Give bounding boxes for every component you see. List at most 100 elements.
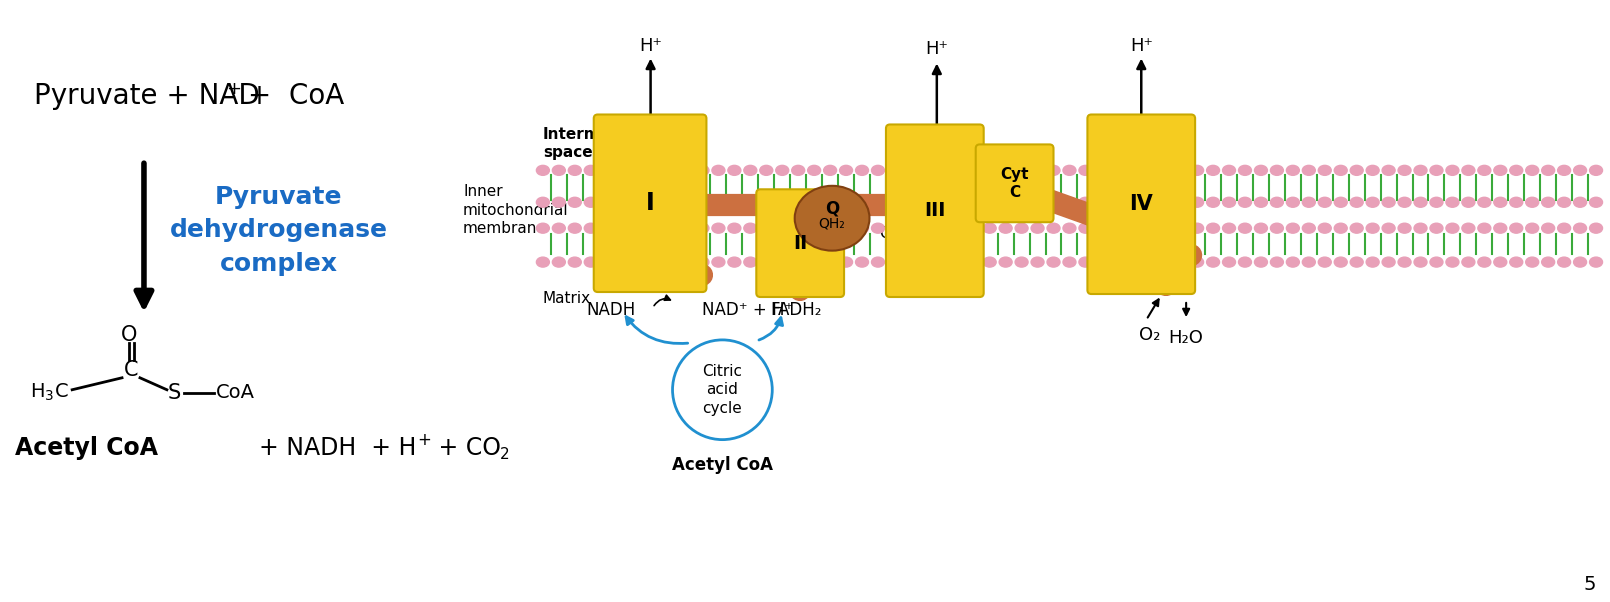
Ellipse shape [1573, 223, 1586, 233]
Ellipse shape [952, 166, 964, 175]
Ellipse shape [712, 257, 724, 267]
Ellipse shape [1494, 166, 1507, 175]
Ellipse shape [808, 223, 821, 233]
FancyBboxPatch shape [976, 144, 1053, 222]
Ellipse shape [1397, 257, 1410, 267]
Ellipse shape [1175, 223, 1188, 233]
Ellipse shape [1381, 197, 1396, 207]
Ellipse shape [760, 166, 773, 175]
Ellipse shape [968, 223, 980, 233]
Ellipse shape [968, 166, 980, 175]
Ellipse shape [984, 197, 997, 207]
Ellipse shape [1238, 197, 1251, 207]
Text: + NADH  + H: + NADH + H [259, 436, 415, 459]
Text: H⁺: H⁺ [639, 37, 662, 55]
Ellipse shape [568, 166, 581, 175]
Ellipse shape [1462, 166, 1475, 175]
Ellipse shape [935, 257, 948, 267]
Ellipse shape [1016, 257, 1029, 267]
Ellipse shape [1030, 166, 1043, 175]
Ellipse shape [1286, 257, 1299, 267]
Ellipse shape [649, 166, 662, 175]
Ellipse shape [1557, 257, 1571, 267]
Ellipse shape [1510, 197, 1523, 207]
Ellipse shape [824, 257, 837, 267]
Ellipse shape [919, 257, 932, 267]
Text: O: O [121, 325, 137, 345]
Ellipse shape [1095, 257, 1108, 267]
Text: H$_3$C: H$_3$C [31, 382, 69, 403]
Ellipse shape [871, 197, 884, 207]
Text: +: + [225, 79, 242, 98]
Ellipse shape [1573, 197, 1586, 207]
Text: + CO: + CO [431, 436, 501, 459]
Ellipse shape [663, 223, 678, 233]
Ellipse shape [1510, 223, 1523, 233]
Ellipse shape [952, 257, 964, 267]
Ellipse shape [679, 223, 692, 233]
Text: NAD⁺ + H⁺: NAD⁺ + H⁺ [702, 301, 794, 319]
Ellipse shape [1111, 166, 1124, 175]
Ellipse shape [1254, 197, 1267, 207]
Text: H₂O: H₂O [1169, 329, 1204, 347]
Ellipse shape [1175, 257, 1188, 267]
Ellipse shape [792, 197, 805, 207]
Ellipse shape [617, 197, 630, 207]
Ellipse shape [1542, 166, 1555, 175]
Ellipse shape [824, 197, 837, 207]
Ellipse shape [1143, 166, 1156, 175]
Text: II: II [794, 234, 807, 253]
Ellipse shape [1526, 197, 1539, 207]
Ellipse shape [903, 166, 916, 175]
Ellipse shape [1557, 166, 1571, 175]
Ellipse shape [984, 257, 997, 267]
Ellipse shape [696, 166, 708, 175]
Text: Q pool: Q pool [881, 226, 929, 241]
Text: +  CoA: + CoA [238, 81, 345, 110]
Ellipse shape [1494, 223, 1507, 233]
Ellipse shape [1367, 197, 1380, 207]
Ellipse shape [919, 223, 932, 233]
Ellipse shape [871, 257, 884, 267]
Ellipse shape [1335, 223, 1348, 233]
Ellipse shape [1095, 197, 1108, 207]
Ellipse shape [1206, 197, 1219, 207]
Ellipse shape [1016, 223, 1029, 233]
Text: Matrix: Matrix [543, 291, 591, 305]
Ellipse shape [1030, 197, 1043, 207]
Ellipse shape [1367, 257, 1380, 267]
Ellipse shape [1111, 197, 1124, 207]
Text: Acetyl CoA: Acetyl CoA [671, 456, 773, 474]
Ellipse shape [1000, 166, 1013, 175]
Ellipse shape [1016, 197, 1029, 207]
Ellipse shape [1222, 223, 1235, 233]
Ellipse shape [1462, 257, 1475, 267]
Ellipse shape [855, 257, 868, 267]
Ellipse shape [568, 197, 581, 207]
Ellipse shape [617, 223, 630, 233]
Ellipse shape [1030, 223, 1043, 233]
Text: CoA: CoA [216, 383, 256, 402]
Ellipse shape [1494, 197, 1507, 207]
Ellipse shape [744, 197, 757, 207]
Ellipse shape [1478, 166, 1491, 175]
Ellipse shape [968, 197, 980, 207]
Ellipse shape [952, 197, 964, 207]
Ellipse shape [1478, 257, 1491, 267]
Text: Acetyl CoA: Acetyl CoA [14, 436, 158, 459]
Ellipse shape [1286, 166, 1299, 175]
Ellipse shape [1079, 223, 1092, 233]
Ellipse shape [1526, 223, 1539, 233]
Text: Cyt
C: Cyt C [1000, 167, 1029, 199]
Ellipse shape [952, 223, 964, 233]
Ellipse shape [824, 166, 837, 175]
Ellipse shape [1319, 223, 1331, 233]
Ellipse shape [1319, 166, 1331, 175]
Ellipse shape [1397, 197, 1410, 207]
Text: H⁺: H⁺ [1130, 37, 1153, 55]
Ellipse shape [1381, 257, 1396, 267]
Ellipse shape [712, 166, 724, 175]
Ellipse shape [935, 197, 948, 207]
Ellipse shape [1462, 197, 1475, 207]
Ellipse shape [1367, 166, 1380, 175]
